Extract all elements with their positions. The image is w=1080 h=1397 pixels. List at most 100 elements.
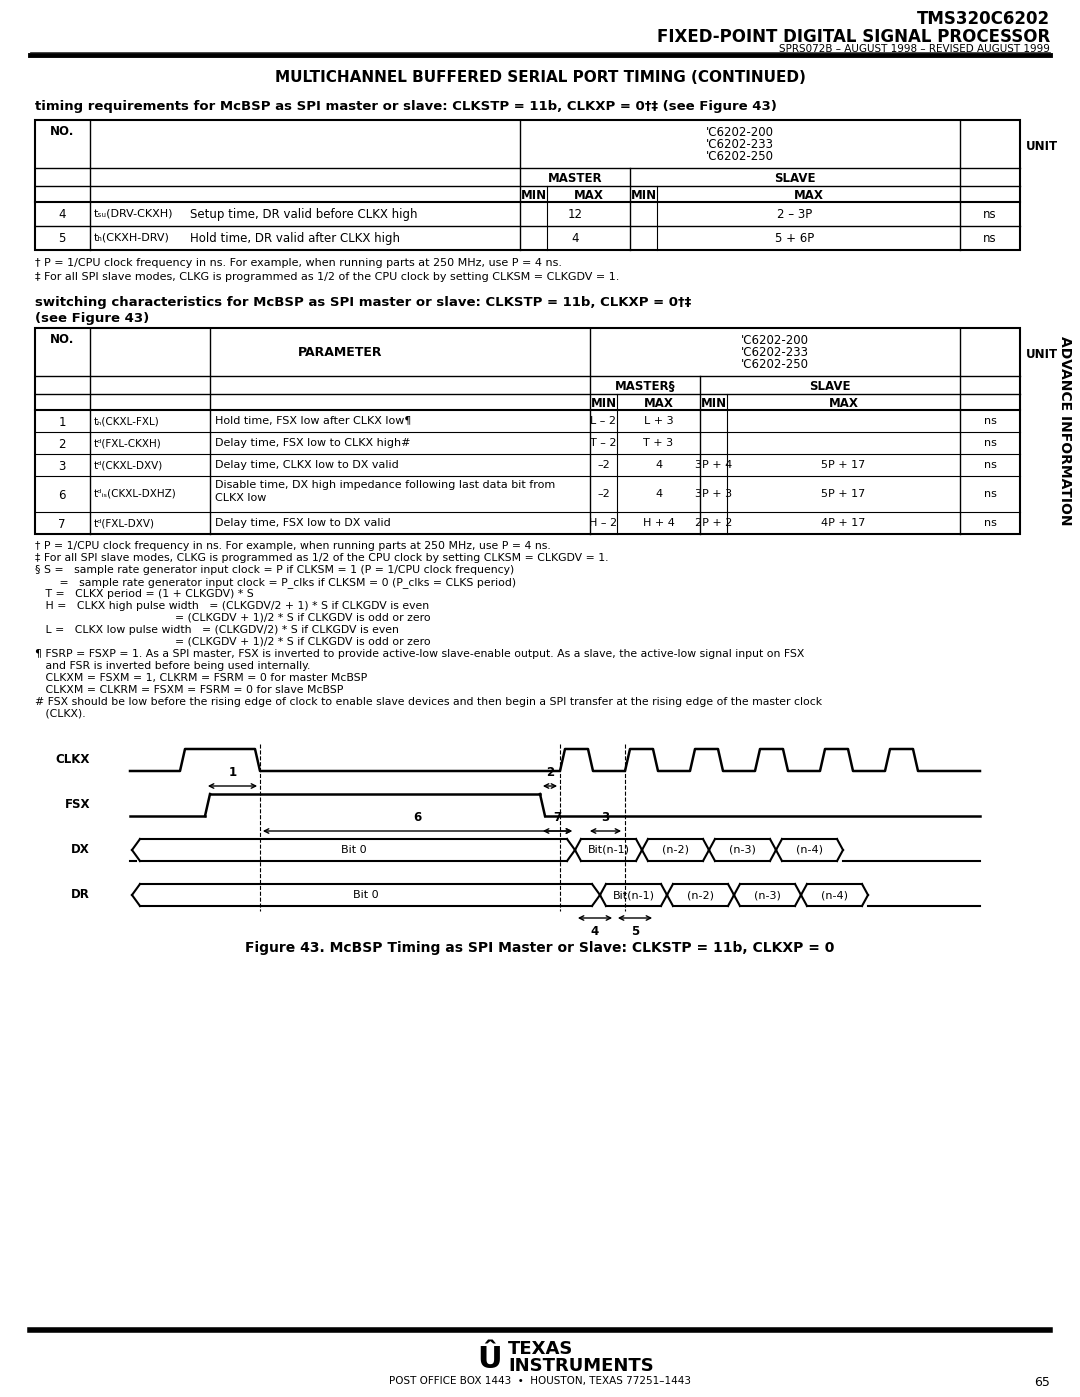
Text: 4: 4	[654, 489, 662, 499]
Text: MAX: MAX	[828, 397, 859, 409]
Text: † P = 1/CPU clock frequency in ns. For example, when running parts at 250 MHz, u: † P = 1/CPU clock frequency in ns. For e…	[35, 258, 562, 268]
Text: tᵈ(CKXL-DXV): tᵈ(CKXL-DXV)	[94, 460, 163, 469]
Text: = (CLKGDV + 1)/2 * S if CLKGDV is odd or zero: = (CLKGDV + 1)/2 * S if CLKGDV is odd or…	[35, 613, 431, 623]
Text: ns: ns	[984, 460, 997, 469]
Text: MIN: MIN	[701, 397, 727, 409]
Text: Bit(n-1): Bit(n-1)	[588, 845, 630, 855]
Text: Delay time, CLKX low to DX valid: Delay time, CLKX low to DX valid	[215, 460, 399, 469]
Text: = (CLKGDV + 1)/2 * S if CLKGDV is odd or zero: = (CLKGDV + 1)/2 * S if CLKGDV is odd or…	[35, 637, 431, 647]
Text: 2: 2	[58, 439, 66, 451]
Text: 4: 4	[591, 925, 599, 937]
Text: MULTICHANNEL BUFFERED SERIAL PORT TIMING (CONTINUED): MULTICHANNEL BUFFERED SERIAL PORT TIMING…	[274, 70, 806, 85]
Text: 6: 6	[414, 812, 421, 824]
Text: SLAVE: SLAVE	[774, 172, 815, 184]
Text: tᵈ(FXL-CKXH): tᵈ(FXL-CKXH)	[94, 439, 162, 448]
Text: T =   CLKX period = (1 + CLKGDV) * S: T = CLKX period = (1 + CLKGDV) * S	[35, 590, 254, 599]
Text: Û: Û	[477, 1345, 502, 1375]
Text: T + 3: T + 3	[644, 439, 674, 448]
Text: 65: 65	[1035, 1376, 1050, 1389]
Text: Setup time, DR valid before CLKX high: Setup time, DR valid before CLKX high	[190, 208, 418, 221]
Text: ns: ns	[984, 518, 997, 528]
Text: 5: 5	[58, 232, 66, 244]
Text: DR: DR	[71, 888, 90, 901]
Text: H + 4: H + 4	[643, 518, 674, 528]
Text: UNIT: UNIT	[1026, 140, 1058, 154]
Text: 7: 7	[58, 518, 66, 531]
Text: 2: 2	[545, 766, 554, 780]
Text: 7: 7	[553, 812, 562, 824]
Text: L =   CLKX low pulse width   = (CLKGDV/2) * S if CLKGDV is even: L = CLKX low pulse width = (CLKGDV/2) * …	[35, 624, 399, 636]
Text: NO.: NO.	[50, 332, 75, 346]
Text: CLKXM = FSXM = 1, CLKRM = FSRM = 0 for master McBSP: CLKXM = FSXM = 1, CLKRM = FSRM = 0 for m…	[35, 673, 367, 683]
Text: Hold time, FSX low after CLKX low¶: Hold time, FSX low after CLKX low¶	[215, 416, 411, 426]
Text: ‡ For all SPI slave modes, CLKG is programmed as 1/2 of the CPU clock by setting: ‡ For all SPI slave modes, CLKG is progr…	[35, 272, 619, 282]
Text: tᵈᵢₛ(CKXL-DXHZ): tᵈᵢₛ(CKXL-DXHZ)	[94, 489, 177, 499]
Text: 3P + 3: 3P + 3	[694, 489, 732, 499]
Text: (n-4): (n-4)	[821, 890, 848, 900]
Bar	[35, 120, 1020, 250]
Text: ADVANCE INFORMATION: ADVANCE INFORMATION	[1058, 337, 1072, 525]
Text: tₕ(CKXL-FXL): tₕ(CKXL-FXL)	[94, 416, 160, 426]
Text: 4: 4	[571, 232, 579, 244]
Text: H – 2: H – 2	[590, 518, 618, 528]
Text: 3P + 4: 3P + 4	[694, 460, 732, 469]
Text: CLKX low: CLKX low	[215, 493, 267, 503]
Text: Hold time, DR valid after CLKX high: Hold time, DR valid after CLKX high	[190, 232, 400, 244]
Text: L + 3: L + 3	[644, 416, 673, 426]
Text: –2: –2	[597, 489, 610, 499]
Text: Figure 43. McBSP Timing as SPI Master or Slave: CLKSTP = 11b, CLKXP = 0: Figure 43. McBSP Timing as SPI Master or…	[245, 942, 835, 956]
Text: ns: ns	[984, 416, 997, 426]
Text: ns: ns	[983, 208, 997, 221]
Text: MAX: MAX	[573, 189, 604, 203]
Text: INSTRUMENTS: INSTRUMENTS	[508, 1356, 653, 1375]
Text: 'C6202-233: 'C6202-233	[706, 138, 774, 151]
Text: NO.: NO.	[50, 124, 75, 138]
Text: 5P + 17: 5P + 17	[822, 489, 866, 499]
Text: 'C6202-233: 'C6202-233	[741, 346, 809, 359]
Text: T – 2: T – 2	[591, 439, 617, 448]
Text: tₛᵤ(DRV-CKXH): tₛᵤ(DRV-CKXH)	[94, 208, 174, 218]
Text: CLKX: CLKX	[56, 753, 90, 766]
Text: MAX: MAX	[644, 397, 674, 409]
Text: ns: ns	[984, 489, 997, 499]
Text: and FSR is inverted before being used internally.: and FSR is inverted before being used in…	[35, 661, 310, 671]
Text: 12: 12	[567, 208, 582, 221]
Text: 5P + 17: 5P + 17	[822, 460, 866, 469]
Text: –2: –2	[597, 460, 610, 469]
Text: (n-4): (n-4)	[796, 845, 823, 855]
Text: PARAMETER: PARAMETER	[298, 346, 382, 359]
Text: (CLKX).: (CLKX).	[35, 710, 85, 719]
Text: 4: 4	[654, 460, 662, 469]
Bar	[35, 328, 1020, 534]
Text: ns: ns	[984, 439, 997, 448]
Text: (n-3): (n-3)	[729, 845, 756, 855]
Text: 6: 6	[58, 489, 66, 502]
Text: Delay time, FSX low to DX valid: Delay time, FSX low to DX valid	[215, 518, 391, 528]
Text: H =   CLKX high pulse width   = (CLKGDV/2 + 1) * S if CLKGDV is even: H = CLKX high pulse width = (CLKGDV/2 + …	[35, 601, 429, 610]
Text: 2 – 3P: 2 – 3P	[778, 208, 812, 221]
Text: Disable time, DX high impedance following last data bit from: Disable time, DX high impedance followin…	[215, 481, 555, 490]
Text: MASTER§: MASTER§	[615, 380, 675, 393]
Text: ‡ For all SPI slave modes, CLKG is programmed as 1/2 of the CPU clock by setting: ‡ For all SPI slave modes, CLKG is progr…	[35, 553, 608, 563]
Text: 3: 3	[58, 460, 66, 474]
Text: SPRS072B – AUGUST 1998 – REVISED AUGUST 1999: SPRS072B – AUGUST 1998 – REVISED AUGUST …	[779, 43, 1050, 54]
Text: 1: 1	[58, 416, 66, 429]
Text: CLKXM = CLKRM = FSXM = FSRM = 0 for slave McBSP: CLKXM = CLKRM = FSXM = FSRM = 0 for slav…	[35, 685, 343, 694]
Text: FIXED-POINT DIGITAL SIGNAL PROCESSOR: FIXED-POINT DIGITAL SIGNAL PROCESSOR	[657, 28, 1050, 46]
Text: Bit(n-1): Bit(n-1)	[612, 890, 654, 900]
Text: 1: 1	[229, 766, 237, 780]
Text: switching characteristics for McBSP as SPI master or slave: CLKSTP = 11b, CLKXP : switching characteristics for McBSP as S…	[35, 296, 691, 309]
Text: SLAVE: SLAVE	[809, 380, 851, 393]
Text: MAX: MAX	[794, 189, 823, 203]
Text: 2P + 2: 2P + 2	[694, 518, 732, 528]
Text: tₕ(CKXH-DRV): tₕ(CKXH-DRV)	[94, 232, 170, 242]
Text: MASTER: MASTER	[548, 172, 603, 184]
Text: Bit 0: Bit 0	[340, 845, 366, 855]
Text: (see Figure 43): (see Figure 43)	[35, 312, 149, 326]
Text: =   sample rate generator input clock = P_clks if CLKSM = 0 (P_clks = CLKS perio: = sample rate generator input clock = P_…	[35, 577, 516, 588]
Text: POST OFFICE BOX 1443  •  HOUSTON, TEXAS 77251–1443: POST OFFICE BOX 1443 • HOUSTON, TEXAS 77…	[389, 1376, 691, 1386]
Text: 'C6202-250: 'C6202-250	[741, 358, 809, 372]
Text: MIN: MIN	[631, 189, 657, 203]
Text: 'C6202-200: 'C6202-200	[741, 334, 809, 346]
Text: Delay time, FSX low to CLKX high#: Delay time, FSX low to CLKX high#	[215, 439, 410, 448]
